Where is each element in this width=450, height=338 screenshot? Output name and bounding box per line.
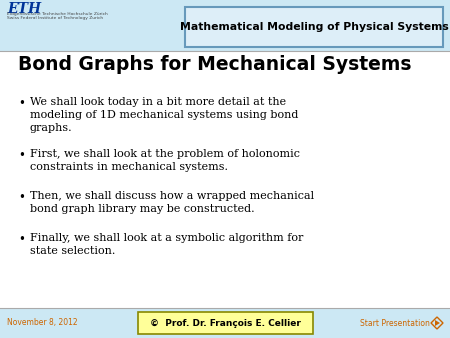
Text: ETH: ETH	[7, 2, 41, 16]
Text: Mathematical Modeling of Physical Systems: Mathematical Modeling of Physical System…	[180, 22, 448, 32]
Text: •: •	[18, 191, 25, 204]
Text: Then, we shall discuss how a wrapped mechanical
bond graph library may be constr: Then, we shall discuss how a wrapped mec…	[30, 191, 314, 214]
FancyBboxPatch shape	[138, 312, 313, 334]
Text: Bond Graphs for Mechanical Systems: Bond Graphs for Mechanical Systems	[18, 55, 411, 74]
Text: First, we shall look at the problem of holonomic
constraints in mechanical syste: First, we shall look at the problem of h…	[30, 149, 300, 172]
Text: November 8, 2012: November 8, 2012	[7, 318, 77, 328]
Text: •: •	[18, 233, 25, 246]
Text: Eidgenössische Technische Hochschule Zürich: Eidgenössische Technische Hochschule Zür…	[7, 12, 108, 16]
Bar	[0, 51, 450, 308]
Bar	[0, 308, 450, 338]
Text: •: •	[18, 97, 25, 110]
FancyBboxPatch shape	[185, 7, 443, 47]
Text: We shall look today in a bit more detail at the
modeling of 1D mechanical system: We shall look today in a bit more detail…	[30, 97, 298, 134]
Text: ©  Prof. Dr. François E. Cellier: © Prof. Dr. François E. Cellier	[150, 318, 301, 328]
Polygon shape	[435, 320, 440, 326]
Text: •: •	[18, 149, 25, 162]
Text: Finally, we shall look at a symbolic algorithm for
state selection.: Finally, we shall look at a symbolic alg…	[30, 233, 303, 256]
Text: Start Presentation: Start Presentation	[360, 318, 430, 328]
Text: Swiss Federal Institute of Technology Zurich: Swiss Federal Institute of Technology Zu…	[7, 16, 103, 20]
